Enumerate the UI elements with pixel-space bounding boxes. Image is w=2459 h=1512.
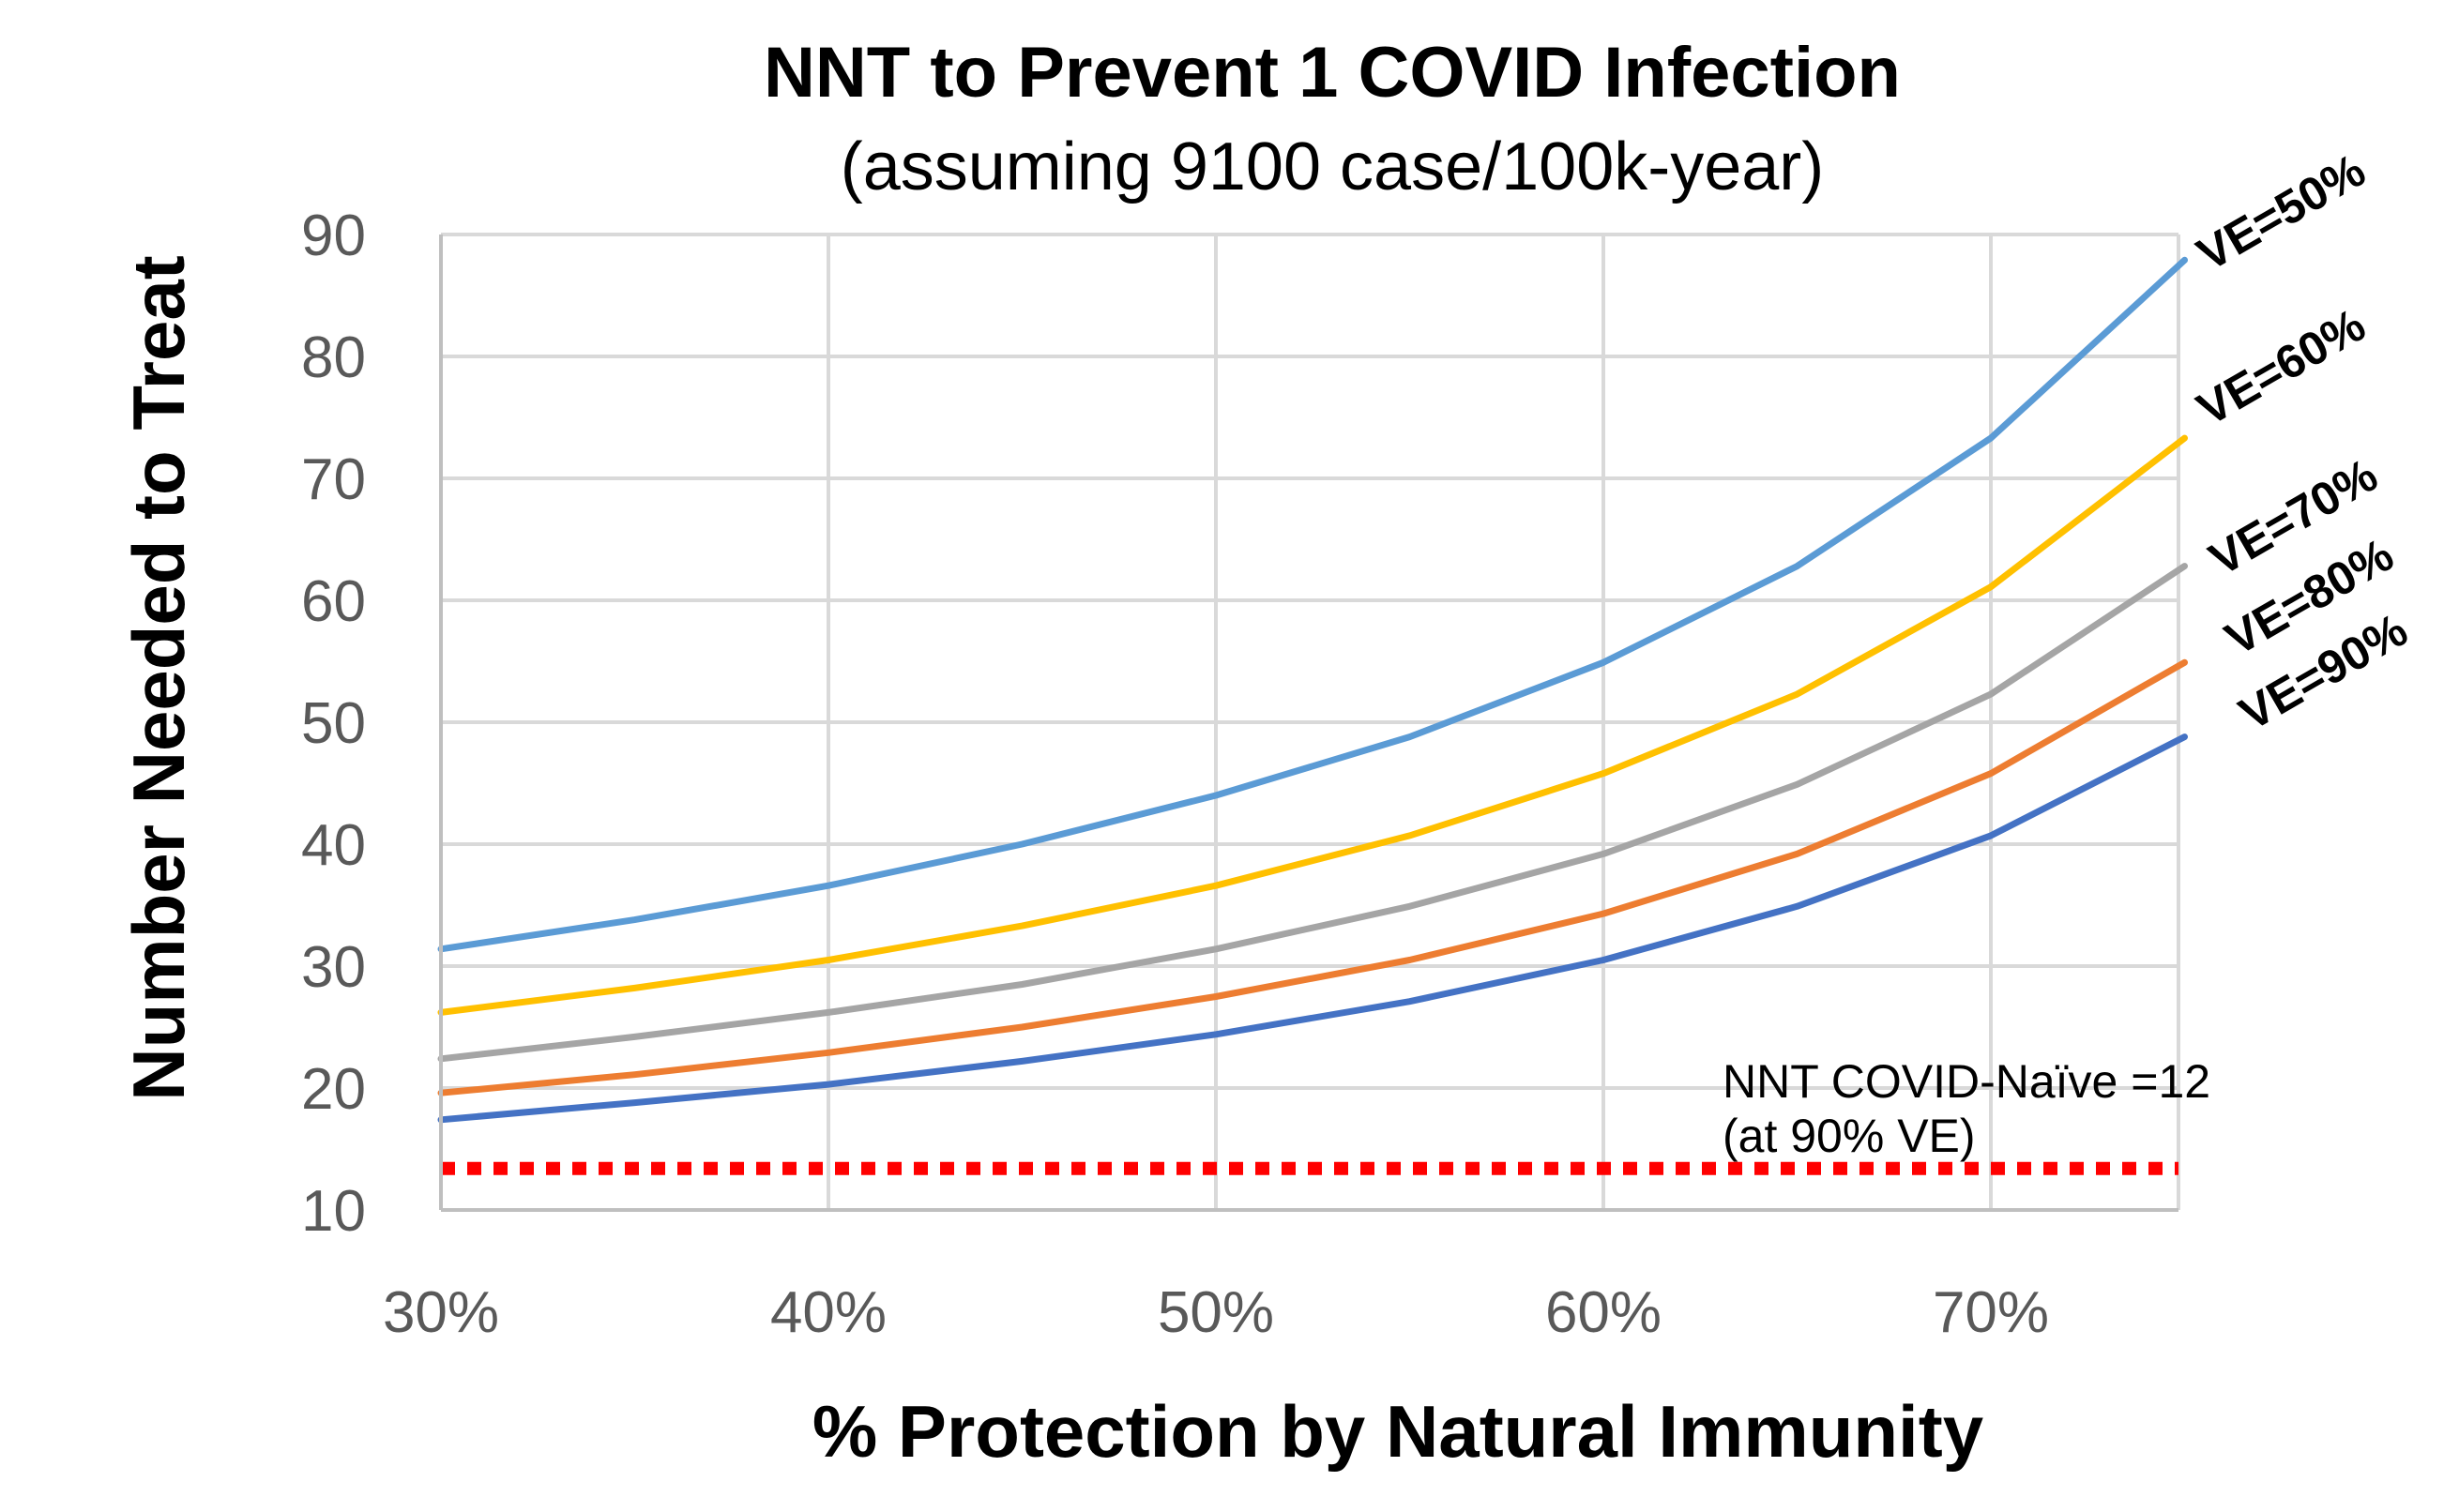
x-tick-label: 70%: [1933, 1280, 2049, 1345]
y-tick-label: 10: [301, 1179, 366, 1244]
y-tick-labels: 10 20 30 40 50 60 70 80 90: [301, 204, 366, 1244]
reference-line-sublabel: (at 90% VE): [1723, 1110, 1976, 1162]
y-axis-title: Number Needed to Treat: [117, 255, 200, 1101]
series-line-ve50: [437, 256, 2188, 953]
series-line-ve80: [437, 658, 2188, 1096]
series-line-ve90: [437, 733, 2188, 1124]
axes: [439, 234, 2178, 1212]
y-tick-label: 90: [301, 204, 366, 268]
series-line-ve60: [437, 434, 2188, 1016]
y-tick-label: 20: [301, 1057, 366, 1122]
x-tick-label: 30%: [383, 1280, 499, 1345]
chart-subtitle: (assuming 9100 case/100k-year): [841, 129, 1825, 204]
x-tick-label: 60%: [1545, 1280, 1662, 1345]
x-tick-label: 50%: [1158, 1280, 1274, 1345]
series-labels: VE=50%VE=60%VE=70%VE=80%VE=90%: [2189, 144, 2417, 740]
series-lines: [437, 256, 2188, 1124]
series-label: VE=50%: [2189, 144, 2375, 280]
y-tick-label: 60: [301, 569, 366, 634]
gridlines: [439, 233, 2180, 1210]
chart-title: NNT to Prevent 1 COVID Infection: [764, 33, 1901, 113]
x-axis-title: % Protection by Natural Immunity: [812, 1390, 1983, 1473]
y-tick-label: 30: [301, 935, 366, 1000]
reference-line-label: NNT COVID-Naïve =12: [1723, 1055, 2210, 1108]
series-label: VE=60%: [2189, 298, 2375, 435]
y-tick-label: 50: [301, 691, 366, 756]
y-tick-label: 80: [301, 325, 366, 390]
series-line-ve70: [437, 563, 2188, 1063]
y-tick-label: 70: [301, 447, 366, 512]
x-tick-labels: 30% 40% 50% 60% 70%: [383, 1280, 2049, 1345]
y-tick-label: 40: [301, 813, 366, 878]
x-tick-label: 40%: [770, 1280, 887, 1345]
